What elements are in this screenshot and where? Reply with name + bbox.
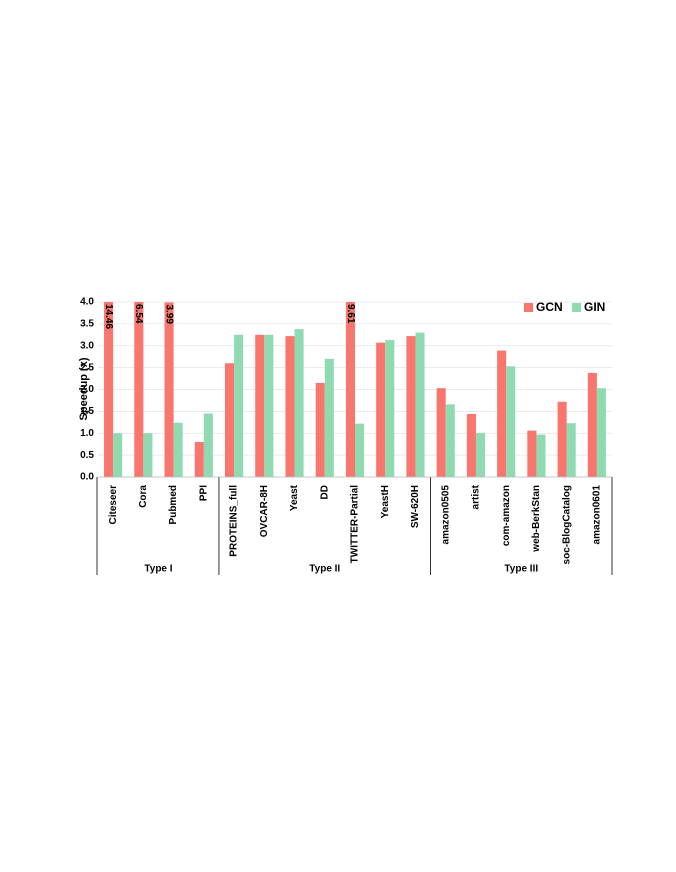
bar xyxy=(194,442,204,477)
x-tick-label: SW-620H xyxy=(410,485,421,528)
bar xyxy=(143,433,153,477)
bar xyxy=(264,334,274,477)
bar xyxy=(415,332,425,477)
y-tick-label: 3.5 xyxy=(80,319,94,330)
x-tick-label: Citeseer xyxy=(108,485,119,525)
bar xyxy=(355,423,365,477)
bar xyxy=(506,366,516,477)
bar xyxy=(164,302,174,477)
x-tick-label: DD xyxy=(319,485,330,499)
legend-label: GCN xyxy=(536,300,563,314)
bar xyxy=(173,422,183,477)
x-tick-label: amazon0505 xyxy=(440,485,451,545)
y-tick-label: 2.5 xyxy=(80,362,94,373)
bar xyxy=(255,334,265,477)
bar xyxy=(234,334,244,477)
value-label: 3.99 xyxy=(163,304,174,324)
bar xyxy=(315,382,325,477)
legend-label: GIN xyxy=(584,300,605,314)
x-tick-label: Pubmed xyxy=(168,485,179,524)
group-label: Type III xyxy=(504,564,538,575)
bar xyxy=(596,388,606,477)
bar xyxy=(385,340,395,477)
x-tick-label: soc-BlogCatalog xyxy=(561,485,572,564)
x-tick-label: com-amazon xyxy=(501,485,512,546)
y-tick-label: 2.0 xyxy=(80,384,94,395)
y-tick-label: 4.0 xyxy=(80,297,94,308)
bar xyxy=(587,372,597,477)
bar xyxy=(536,434,546,477)
value-label: 14.46 xyxy=(103,304,114,329)
legend-swatch xyxy=(524,303,533,312)
bar xyxy=(445,404,455,477)
group-label: Type II xyxy=(309,564,340,575)
bar xyxy=(104,302,114,477)
y-tick-label: 1.0 xyxy=(80,428,94,439)
x-tick-label: PPI xyxy=(198,485,209,501)
y-tick-label: 0.5 xyxy=(80,450,94,461)
bar xyxy=(497,350,507,477)
bar xyxy=(475,432,486,477)
bar xyxy=(436,388,446,477)
bar xyxy=(134,302,144,477)
x-tick-label: Yeast xyxy=(289,484,300,511)
x-tick-label: PROTEINS_full xyxy=(229,485,240,557)
legend-swatch xyxy=(572,303,581,312)
bar xyxy=(203,413,213,477)
value-label: 9.61 xyxy=(345,304,356,324)
bar xyxy=(466,414,476,477)
x-tick-label: TWITTER-Partial xyxy=(350,485,361,564)
x-tick-label: web-BerkStan xyxy=(531,485,542,553)
value-label: 6.54 xyxy=(133,304,144,324)
y-tick-label: 3.0 xyxy=(80,340,94,351)
bar xyxy=(376,342,386,477)
bar xyxy=(294,329,304,477)
plot-area xyxy=(104,302,606,477)
bar xyxy=(224,363,235,477)
x-tick-label: artist xyxy=(471,484,482,509)
y-tick-label: 1.5 xyxy=(80,406,94,417)
bar xyxy=(285,336,295,477)
bar xyxy=(324,358,334,477)
x-tick-label: OVCAR-8H xyxy=(259,485,270,537)
x-tick-label: amazon0601 xyxy=(592,485,603,545)
y-tick-label: 0.0 xyxy=(80,472,94,483)
bar xyxy=(113,433,123,477)
x-tick-label: Cora xyxy=(138,485,149,508)
bar xyxy=(527,430,537,477)
bar xyxy=(345,302,355,477)
x-tick-label: YeastH xyxy=(380,485,391,518)
group-label: Type I xyxy=(144,564,172,575)
bar xyxy=(406,336,416,477)
bar xyxy=(566,423,576,477)
bar xyxy=(557,401,567,477)
y-axis-label: Speedup (x) xyxy=(78,357,90,420)
